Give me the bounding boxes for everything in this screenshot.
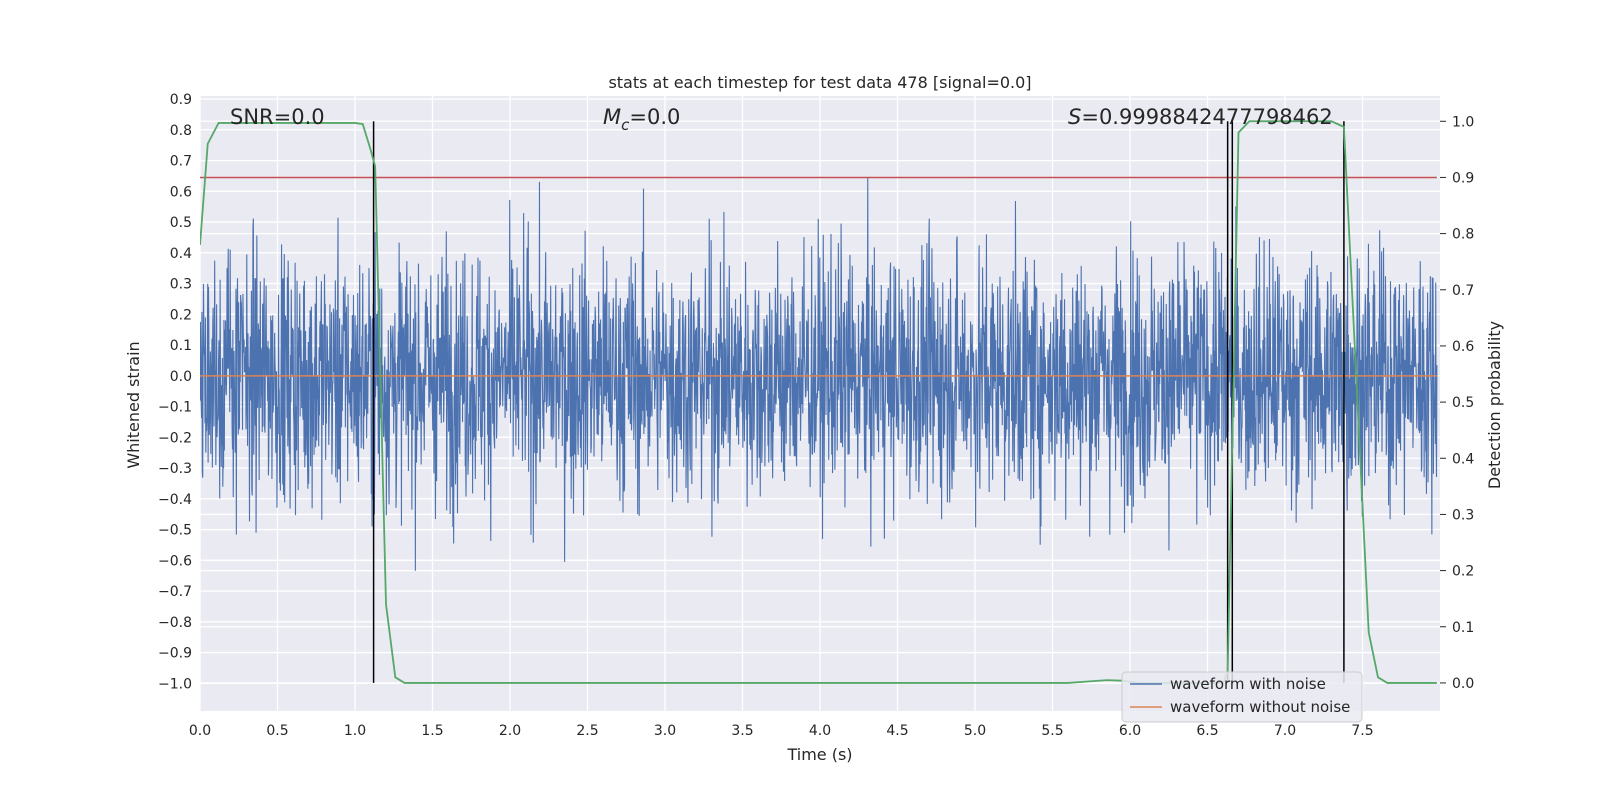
series-detection-probability [200, 120, 1437, 684]
y2-tick-label: 0.5 [1452, 395, 1474, 411]
legend: waveform with noise waveform without noi… [1121, 671, 1363, 723]
chirp-mass-symbol: M [603, 105, 621, 129]
y2-tick-label: 0.9 [1452, 170, 1474, 186]
legend-label-clean: waveform without noise [1170, 698, 1350, 716]
y-tick-label: 0.6 [170, 184, 192, 200]
y-tick-label: −0.9 [158, 646, 192, 662]
x-tick-label: 1.0 [344, 723, 366, 739]
x-tick-label: 6.0 [1119, 723, 1141, 739]
x-tick-label: 3.5 [731, 723, 753, 739]
x-tick-label: 2.0 [499, 723, 521, 739]
y-tick-label: 0.4 [170, 246, 192, 262]
y-tick-label: −0.2 [158, 430, 192, 446]
x-tick-label: 4.5 [886, 723, 908, 739]
y2-tick-label: 0.4 [1452, 451, 1474, 467]
y-tick-label: 0.0 [170, 369, 192, 385]
chirp-mass-annotation: Mc=0.0 [603, 105, 680, 134]
y-tick-label: −1.0 [158, 676, 192, 692]
y-tick-label: −0.7 [158, 584, 192, 600]
y-tick-label: −0.8 [158, 615, 192, 631]
chirp-mass-value: =0.0 [629, 105, 680, 129]
x-tick-label: 5.5 [1041, 723, 1063, 739]
y-tick-label: −0.6 [158, 553, 192, 569]
tick-labels: 0.0 0.5 1.0 1.5 2.0 2.5 3.0 3.5 4.0 4.5 5.0 5.5 6.0 6… [158, 92, 1474, 739]
snr-annotation: SNR=0.0 [230, 105, 325, 129]
y-tick-label: −0.5 [158, 523, 192, 539]
y2-axis-label: Detection probability [1485, 321, 1504, 489]
x-tick-label: 7.0 [1274, 723, 1296, 739]
y-tick-label: −0.3 [158, 461, 192, 477]
x-axis-label: Time (s) [786, 745, 852, 764]
chart-title: stats at each timestep for test data 478… [608, 73, 1031, 92]
y-tick-label: −0.1 [158, 400, 192, 416]
chirp-mass-subscript: c [621, 116, 630, 134]
x-tick-label: 1.5 [421, 723, 443, 739]
x-tick-label: 6.5 [1196, 723, 1218, 739]
legend-label-noise: waveform with noise [1170, 675, 1326, 693]
data-layer [200, 120, 1438, 684]
score-symbol: S [1068, 105, 1081, 129]
y-tick-label: 0.1 [170, 338, 192, 354]
x-tick-label: 3.0 [654, 723, 676, 739]
y2-tick-label: 1.0 [1452, 114, 1474, 130]
x-tick-label: 2.5 [576, 723, 598, 739]
series-waveform-with-noise [200, 178, 1438, 571]
score-value: =0.9998842477798462 [1081, 105, 1332, 129]
y-tick-label: 0.9 [170, 92, 192, 108]
y-tick-label: 0.5 [170, 215, 192, 231]
x-tick-label: 5.0 [964, 723, 986, 739]
y2-tick-label: 0.7 [1452, 283, 1474, 299]
y2-tick-label: 0.3 [1452, 507, 1474, 523]
x-tick-label: 0.5 [266, 723, 288, 739]
y2-tick-label: 0.6 [1452, 339, 1474, 355]
legend-box [1121, 671, 1363, 723]
x-tick-label: 7.5 [1351, 723, 1373, 739]
y2-tick-label: 0.2 [1452, 564, 1474, 580]
y2-tick-label: 0.0 [1452, 676, 1474, 692]
y-tick-label: 0.7 [170, 154, 192, 170]
y2-tick-label: 0.8 [1452, 227, 1474, 243]
y-tick-label: −0.4 [158, 492, 192, 508]
x-tick-label: 0.0 [189, 723, 211, 739]
y-tick-label: 0.8 [170, 123, 192, 139]
y-tick-label: 0.2 [170, 307, 192, 323]
score-annotation: S=0.9998842477798462 [1068, 105, 1333, 129]
y2-tick-label: 0.1 [1452, 620, 1474, 636]
x-tick-label: 4.0 [809, 723, 831, 739]
y-axis-label: Whitened strain [124, 341, 143, 468]
y-tick-label: 0.3 [170, 277, 192, 293]
